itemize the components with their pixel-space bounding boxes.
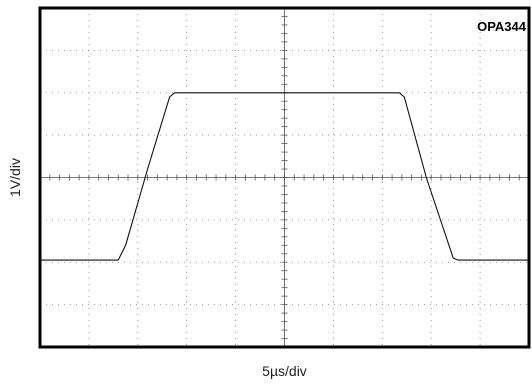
plot-frame [38, 6, 531, 349]
x-axis-label: 5µs/div [262, 363, 307, 379]
trace [40, 92, 529, 261]
series-line [40, 92, 529, 261]
grid [39, 7, 530, 348]
y-axis-label: 1V/div [7, 158, 23, 197]
device-label: OPA344 [477, 19, 527, 34]
